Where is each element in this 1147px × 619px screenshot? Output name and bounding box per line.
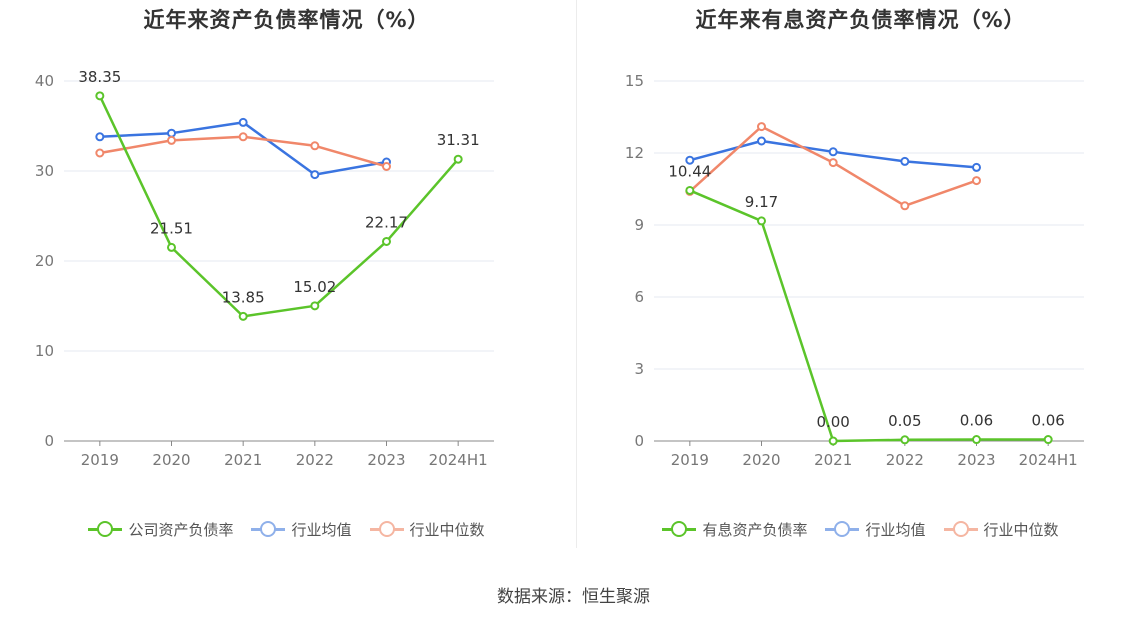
data-label: 0.05 bbox=[888, 412, 921, 430]
x-tick-label: 2023 bbox=[367, 451, 405, 469]
data-source-footer: 数据来源：恒生聚源 bbox=[497, 587, 650, 607]
legend-line-icon bbox=[662, 518, 697, 540]
legend-label: 公司资产负债率 bbox=[128, 520, 234, 539]
y-tick-label: 6 bbox=[634, 288, 644, 306]
data-label: 0.06 bbox=[960, 412, 993, 430]
data-label: 15.02 bbox=[293, 278, 336, 296]
data-label: 31.31 bbox=[437, 131, 480, 149]
data-point bbox=[685, 185, 695, 195]
series-line bbox=[689, 189, 1049, 443]
chart-title: 近年来资产负债率情况（%） bbox=[143, 8, 430, 32]
y-tick-label: 30 bbox=[35, 162, 54, 180]
chart-title: 近年来有息资产负债率情况（%） bbox=[695, 8, 1026, 32]
y-tick-label: 10 bbox=[35, 342, 54, 360]
x-tick-label: 2021 bbox=[814, 451, 852, 469]
legend-item-industry-median[interactable]: 行业中位数 bbox=[943, 518, 1059, 540]
left-chart-panel: 近年来资产负债率情况（%） 0 10 20 30 40 2019 2020 2021 2022 2… bbox=[0, 0, 573, 560]
x-tick-label: 2024H1 bbox=[429, 451, 488, 469]
panel-divider bbox=[576, 0, 577, 548]
data-point bbox=[310, 141, 320, 151]
legend-line-icon bbox=[369, 518, 404, 540]
data-point bbox=[453, 154, 463, 164]
data-point bbox=[310, 170, 320, 180]
data-label: 21.51 bbox=[150, 219, 193, 237]
data-label: 0.06 bbox=[1031, 412, 1064, 430]
data-point bbox=[382, 236, 391, 246]
data-point bbox=[757, 216, 766, 226]
legend-line-icon bbox=[88, 518, 123, 540]
chart-legend: 有息资产负债率 行业均值 行业中位数 bbox=[574, 518, 1147, 540]
legend-item-industry-mean[interactable]: 行业均值 bbox=[825, 518, 926, 540]
data-label: 22.17 bbox=[365, 213, 408, 231]
data-point bbox=[828, 158, 838, 168]
legend-item-company[interactable]: 公司资产负债率 bbox=[88, 518, 233, 540]
legend-label: 行业中位数 bbox=[983, 520, 1059, 539]
series-line bbox=[98, 95, 460, 318]
data-point bbox=[238, 132, 248, 142]
x-tick-label: 2022 bbox=[886, 451, 924, 469]
data-point bbox=[95, 148, 105, 158]
x-tick-label: 2024H1 bbox=[1019, 451, 1078, 469]
legend-line-icon bbox=[251, 518, 286, 540]
data-point bbox=[95, 132, 105, 142]
data-label: 0.00 bbox=[816, 413, 849, 431]
data-label: 9.17 bbox=[745, 193, 778, 211]
data-point bbox=[310, 301, 320, 311]
left-chart-plot: 0 10 20 30 40 2019 2020 2021 2022 2023 2024H1 38.35… bbox=[35, 68, 494, 469]
legend-item-industry-median[interactable]: 行业中位数 bbox=[369, 518, 485, 540]
y-tick-label: 0 bbox=[44, 432, 54, 450]
y-tick-label: 40 bbox=[35, 72, 54, 90]
data-point bbox=[167, 242, 176, 252]
right-chart-plot: 0 3 6 9 12 15 2019 2020 2021 2022 2023 2024H1 10.44 9… bbox=[625, 72, 1084, 469]
data-point bbox=[238, 117, 248, 127]
legend-label: 有息资产负债率 bbox=[702, 520, 808, 539]
data-point bbox=[972, 435, 981, 445]
data-label: 10.44 bbox=[668, 162, 711, 180]
data-point bbox=[757, 122, 766, 132]
y-tick-label: 12 bbox=[625, 144, 644, 162]
legend-item-interest-bearing[interactable]: 有息资产负债率 bbox=[662, 518, 807, 540]
data-point bbox=[1043, 435, 1053, 445]
data-point bbox=[900, 435, 910, 445]
legend-label: 行业均值 bbox=[291, 520, 352, 539]
x-tick-label: 2022 bbox=[296, 451, 334, 469]
legend-label: 行业均值 bbox=[865, 520, 926, 539]
x-tick-label: 2020 bbox=[742, 451, 780, 469]
data-label: 38.35 bbox=[78, 68, 121, 86]
data-point bbox=[95, 91, 105, 101]
data-point bbox=[972, 176, 981, 186]
legend-line-icon bbox=[943, 518, 978, 540]
y-tick-label: 0 bbox=[634, 432, 644, 450]
x-tick-label: 2019 bbox=[81, 451, 119, 469]
data-point bbox=[828, 436, 838, 446]
data-point bbox=[900, 201, 910, 211]
legend-item-industry-mean[interactable]: 行业均值 bbox=[251, 518, 352, 540]
y-tick-label: 15 bbox=[625, 72, 644, 90]
chart-legend: 公司资产负债率 行业均值 行业中位数 bbox=[0, 518, 573, 540]
y-tick-label: 20 bbox=[35, 252, 54, 270]
data-point bbox=[828, 147, 838, 157]
data-point bbox=[382, 162, 391, 171]
data-label: 13.85 bbox=[222, 288, 265, 306]
data-point bbox=[167, 135, 176, 145]
series-line bbox=[99, 121, 387, 176]
y-tick-label: 3 bbox=[634, 360, 644, 378]
data-point bbox=[685, 155, 695, 165]
right-chart-panel: 近年来有息资产负债率情况（%） 0 3 6 9 12 15 2019 2020 2021 2022… bbox=[574, 0, 1147, 560]
x-tick-label: 2020 bbox=[152, 451, 190, 469]
x-tick-label: 2019 bbox=[671, 451, 709, 469]
data-point bbox=[167, 128, 176, 138]
data-point bbox=[972, 162, 981, 172]
legend-line-icon bbox=[825, 518, 860, 540]
data-point bbox=[238, 311, 248, 321]
x-tick-label: 2021 bbox=[224, 451, 262, 469]
data-point bbox=[900, 156, 910, 166]
x-tick-label: 2023 bbox=[957, 451, 995, 469]
legend-label: 行业中位数 bbox=[409, 520, 485, 539]
y-tick-label: 9 bbox=[634, 216, 644, 234]
data-point bbox=[757, 136, 766, 146]
